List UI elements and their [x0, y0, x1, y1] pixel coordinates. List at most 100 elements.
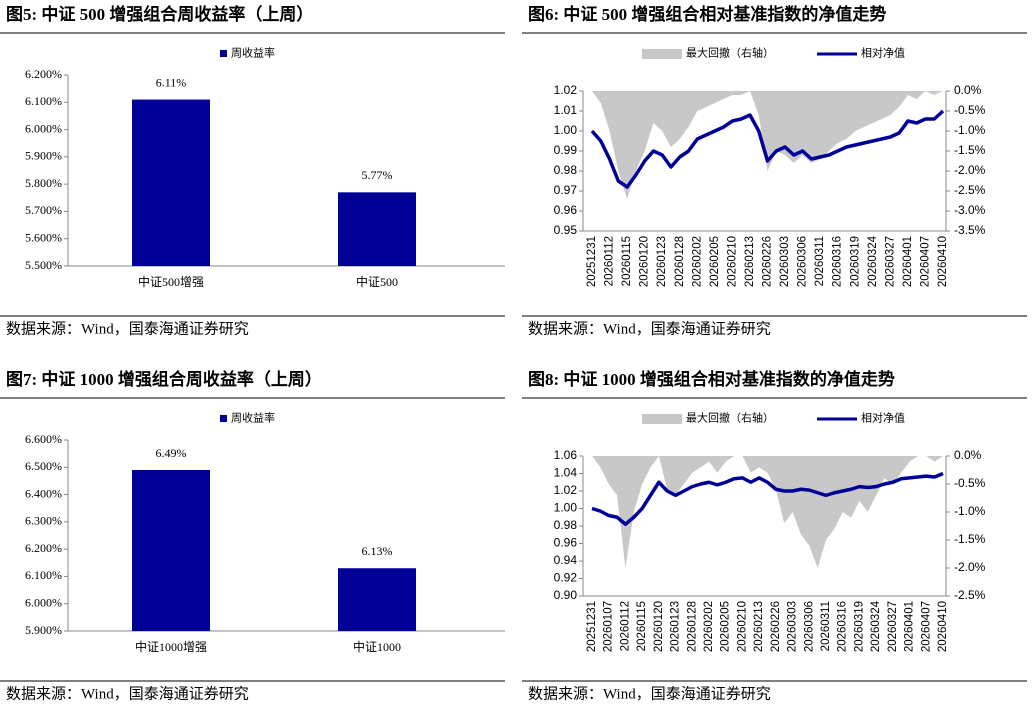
y-tick-label: 6.300%: [25, 514, 62, 528]
legend-swatch: [642, 49, 682, 59]
x-tick-label: 20260311: [814, 236, 826, 286]
y2-tick-label: -1.5%: [954, 143, 986, 157]
legend-label: 相对净值: [861, 46, 905, 60]
y-tick-label: 0.98: [554, 163, 578, 177]
y2-tick-label: 0.0%: [954, 83, 982, 97]
x-tick-label: 20260226: [770, 601, 782, 652]
y-tick-label: 0.97: [554, 183, 578, 197]
x-tick-label: 20260407: [919, 236, 931, 287]
legend-label: 相对净值: [861, 411, 905, 425]
y-tick-label: 6.200%: [25, 541, 62, 555]
x-tick-label: 20260112: [619, 601, 631, 651]
y-tick-label: 0.96: [554, 203, 578, 217]
y-tick-label: 6.100%: [25, 568, 62, 582]
y2-tick-label: -0.5%: [954, 103, 986, 117]
x-tick-label: 20251231: [586, 601, 598, 652]
y-tick-label: 0.94: [554, 553, 578, 567]
y-tick-label: 0.99: [554, 143, 578, 157]
x-tick-label: 中证500增强: [138, 274, 204, 289]
x-tick-label: 20260324: [867, 235, 879, 287]
x-tick-label: 20260120: [639, 236, 651, 287]
y-tick-label: 0.96: [554, 536, 578, 550]
x-tick-label: 20251231: [586, 236, 598, 287]
y-tick-label: 1.06: [554, 448, 578, 462]
x-tick-label: 20260107: [603, 601, 615, 652]
y2-tick-label: -2.5%: [954, 588, 986, 602]
x-tick-label: 20260205: [709, 236, 721, 287]
x-tick-label: 中证1000: [353, 639, 401, 654]
y2-tick-label: -3.0%: [954, 203, 986, 217]
y-tick-label: 1.00: [554, 501, 578, 515]
drawdown-area: [592, 456, 943, 568]
legend-swatch: [642, 414, 682, 424]
y2-tick-label: 0.0%: [954, 448, 982, 462]
figure: 图5: 中证 500 增强组合周收益率（上周） 数据来源：Wind，国泰海通证券研…: [0, 4, 505, 337]
bar: [132, 99, 210, 266]
source-note: 数据来源：Wind，国泰海通证券研究: [6, 320, 249, 337]
x-tick-label: 20260205: [720, 601, 732, 652]
y2-tick-label: -3.5%: [954, 223, 986, 237]
y-tick-label: 5.500%: [25, 258, 62, 272]
x-tick-label: 20260324: [870, 600, 882, 652]
x-tick-label: 20260316: [837, 601, 849, 652]
value-label: 6.13%: [362, 544, 393, 558]
x-tick-label: 20260128: [686, 601, 698, 652]
legend-label: 周收益率: [231, 46, 275, 60]
x-tick-label: 20260306: [803, 601, 815, 652]
y-tick-label: 0.98: [554, 518, 578, 532]
x-tick-label: 20260319: [849, 236, 861, 287]
y2-tick-label: -1.5%: [954, 532, 986, 546]
y2-tick-label: -0.5%: [954, 476, 986, 490]
y-tick-label: 6.000%: [25, 595, 62, 609]
y-tick-label: 0.92: [554, 571, 578, 585]
x-tick-label: 中证1000增强: [135, 639, 207, 654]
x-tick-label: 20260306: [797, 236, 809, 287]
y-tick-label: 5.900%: [25, 623, 62, 637]
y-tick-label: 6.500%: [25, 459, 62, 473]
value-label: 5.77%: [362, 168, 393, 182]
source-note: 数据来源：Wind，国泰海通证券研究: [528, 685, 771, 702]
x-tick-label: 20260303: [779, 236, 791, 287]
nav-line: [590, 109, 945, 189]
x-tick-label: 中证500: [356, 274, 398, 289]
x-tick-label: 20260401: [904, 601, 916, 652]
x-tick-label: 20260210: [736, 601, 748, 652]
x-tick-label: 20260401: [902, 236, 914, 287]
x-tick-label: 20260202: [691, 236, 703, 287]
figure: 图7: 中证 1000 增强组合周收益率（上周） 数据来源：Wind，国泰海通证券…: [0, 369, 505, 702]
bar: [338, 192, 416, 266]
x-tick-label: 20260213: [753, 601, 765, 652]
y-tick-label: 1.00: [554, 123, 578, 137]
x-tick-label: 20260210: [726, 236, 738, 287]
x-tick-label: 20260410: [937, 601, 949, 652]
x-tick-label: 20260226: [762, 236, 774, 287]
figure: 图6: 中证 500 增强组合相对基准指数的净值走势数据来源：Wind，国泰海通…: [522, 4, 1027, 337]
legend-swatch: [220, 50, 227, 57]
legend-label: 最大回撤（右轴）: [686, 46, 774, 60]
figure-title: 图6: 中证 500 增强组合相对基准指数的净值走势: [528, 4, 886, 24]
x-tick-label: 20260120: [653, 601, 665, 652]
y2-tick-label: -1.0%: [954, 504, 986, 518]
x-tick-label: 20260410: [937, 236, 949, 287]
figure: 图8: 中证 1000 增强组合相对基准指数的净值走势数据来源：Wind，国泰海…: [522, 369, 1027, 702]
y2-tick-label: -2.0%: [954, 163, 986, 177]
y2-tick-label: -2.5%: [954, 183, 986, 197]
value-label: 6.49%: [156, 446, 187, 460]
x-tick-label: 20260303: [787, 601, 799, 652]
y-tick-label: 6.600%: [25, 432, 62, 446]
y-tick-label: 5.700%: [25, 203, 62, 217]
legend-swatch: [220, 415, 227, 422]
y-tick-label: 1.04: [554, 466, 578, 480]
x-tick-label: 20260316: [832, 236, 844, 287]
nav-line: [591, 471, 944, 526]
y-tick-label: 6.100%: [25, 94, 62, 108]
x-tick-label: 20260123: [670, 601, 682, 652]
y-tick-label: 6.400%: [25, 486, 62, 500]
value-label: 6.11%: [156, 75, 187, 89]
x-tick-label: 20260407: [920, 601, 932, 652]
source-note: 数据来源：Wind，国泰海通证券研究: [6, 685, 249, 702]
y-tick-label: 5.900%: [25, 149, 62, 163]
y-tick-label: 5.800%: [25, 176, 62, 190]
x-tick-label: 20260202: [703, 601, 715, 652]
